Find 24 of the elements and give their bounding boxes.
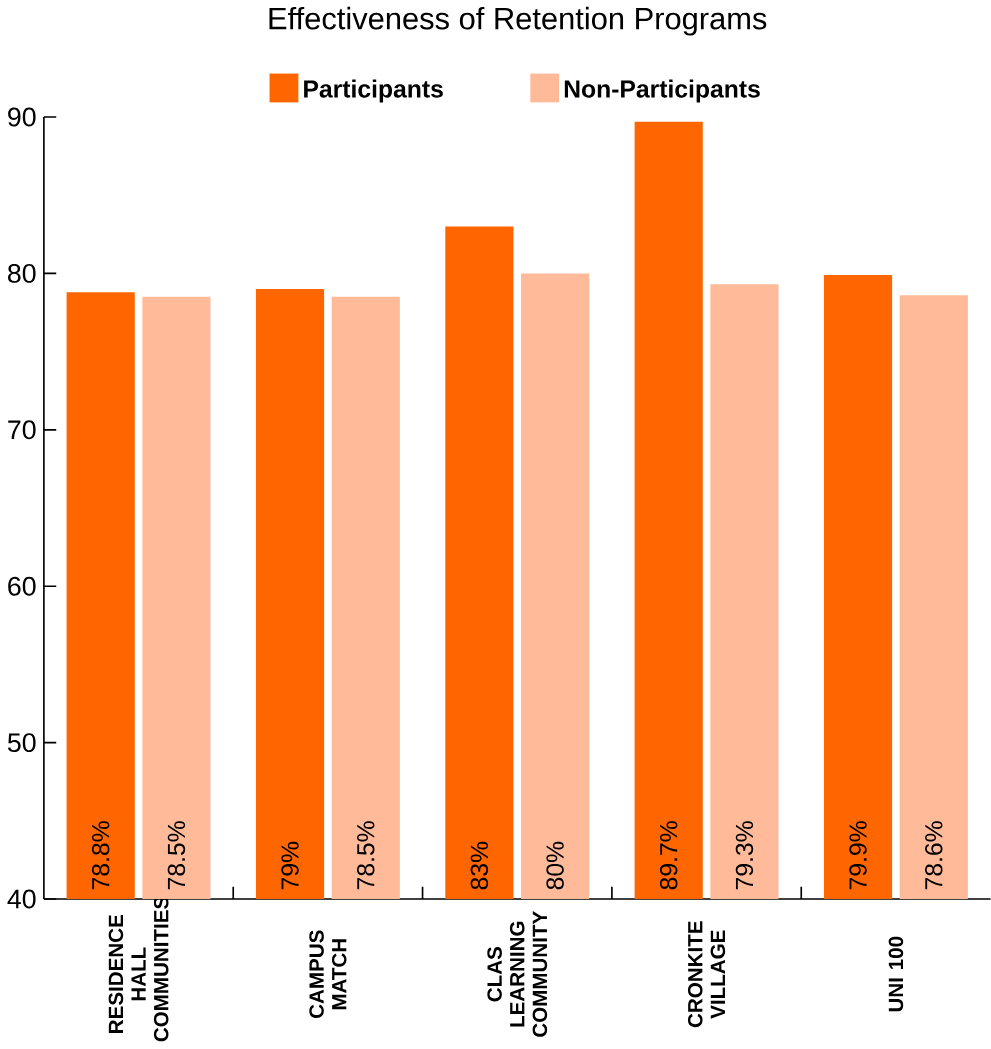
data-label: 78.8% [91,821,110,890]
chart-title: Effectiveness of Retention Programs [269,6,767,36]
x-tick-label: CRONKITE VILLAGE [687,921,725,1028]
legend-label: Non-Participants [564,79,760,103]
y-tick-label: 70 [8,420,36,440]
data-label: 89.7% [659,821,678,890]
data-label: 79.9% [849,821,867,890]
data-label: 78.5% [356,821,375,890]
y-tick-label: 80 [7,263,36,283]
data-label: 78.5% [167,821,185,890]
y-tick-label: 90 [7,107,36,127]
x-tick-label: RESIDENCE HALL COMMUNITIES [108,896,169,1042]
y-tick-label: 50 [7,733,36,753]
legend-label: Participants [303,79,443,103]
data-label: 79.3% [735,821,753,890]
data-label: 80% [546,841,564,890]
y-tick-label: 40 [7,889,36,909]
x-tick-label: UNI 100 [888,936,903,1012]
x-tick-label: CLAS LEARNING COMMUNITY [487,911,547,1037]
data-label: 79% [281,841,299,890]
data-label: 78.6% [924,821,943,890]
x-tick-label: CAMPUS MATCH [309,930,347,1018]
data-label: 83% [470,841,488,890]
y-tick-label: 60 [8,576,36,596]
